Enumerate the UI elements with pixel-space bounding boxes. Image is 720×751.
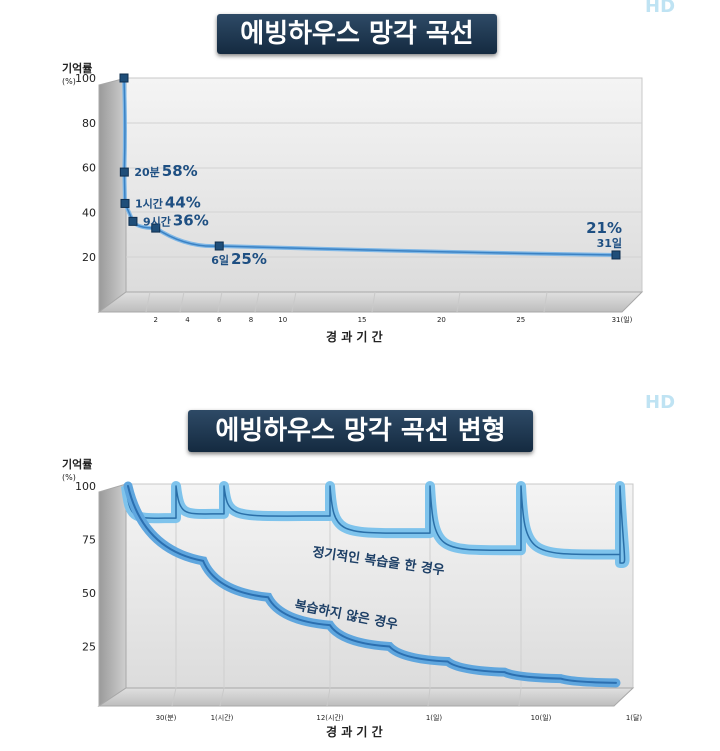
chart1-point-label-small: 6일 xyxy=(211,253,229,267)
chart1-point-label-big: 58% xyxy=(162,162,198,180)
chart1-y-tick: 20 xyxy=(82,251,96,264)
chart1-x-tick: 31(일) xyxy=(612,315,633,324)
chart1-y-tick: 100 xyxy=(75,72,96,85)
chart2-x-tick: 30(분) xyxy=(156,714,177,722)
chart1-gridlines xyxy=(126,122,642,258)
chart1-point-label: 6일 25% xyxy=(211,250,267,268)
chart2-y-tick: 100 xyxy=(75,480,96,493)
chart1-point-label-small: 9시간 xyxy=(143,214,171,228)
chart1-point xyxy=(119,73,129,83)
chart2-review-line xyxy=(125,485,626,564)
chart2-y-tick: 50 xyxy=(82,587,96,600)
chart1-point-label-big: 25% xyxy=(231,250,267,268)
chart1-svg: 기억률 (%) 100 80 60 40 20 2 4 6 8 10 15 20 25 31(일) 경 … xyxy=(62,61,644,344)
chart1-xlabel: 경 과 기 간 xyxy=(326,329,383,344)
chart2-x-tick: 10(일) xyxy=(531,713,552,722)
chart1-x-tick: 20 xyxy=(437,316,446,324)
chart2-ylabel: 기억률 xyxy=(62,457,92,471)
chart1-floor-dividers xyxy=(145,291,548,313)
chart1-y-ticks: 100 80 60 40 20 xyxy=(75,72,96,264)
chart2-y-tick: 75 xyxy=(82,534,96,547)
chart2-x-tick: 12(시간) xyxy=(316,713,344,722)
chart1-point-label-small: 31일 xyxy=(597,236,622,250)
chart2-xlabel: 경 과 기 간 xyxy=(326,724,383,739)
chart1-point-label: 9시간 36% xyxy=(143,211,209,229)
chart1-x-tick: 4 xyxy=(185,316,190,324)
chart2-floor-dividers xyxy=(171,687,522,707)
chart1-x-tick: 6 xyxy=(217,316,222,324)
chart1-yunit: (%) xyxy=(62,77,76,86)
chart2-y-ticks: 100 75 50 25 xyxy=(75,480,96,654)
chart2-side-wall xyxy=(98,483,127,707)
chart1-curve-core xyxy=(123,77,617,256)
chart1-point-label-small: 1시간 xyxy=(135,196,163,210)
chart2-title: 에빙하우스 망각 곡선 변형 xyxy=(188,410,533,452)
chart1-y-tick: 60 xyxy=(82,162,96,175)
chart1-point-label-big: 21% xyxy=(586,219,622,237)
chart2-x-tick: 1(일) xyxy=(426,713,443,722)
chart1-title: 에빙하우스 망각 곡선 xyxy=(217,14,497,54)
chart1-point xyxy=(611,250,621,260)
chart1-point xyxy=(214,241,224,251)
chart1-point-label-big: 44% xyxy=(165,193,201,211)
chart2-floor xyxy=(97,687,635,707)
chart1-x-tick: 15 xyxy=(358,316,367,324)
chart1-point-labels: 20분 58%1시간 44%9시간 36%6일 25%21% 31일 xyxy=(134,162,622,268)
chart1-markers xyxy=(119,73,621,260)
chart1-point-label-small: 20분 xyxy=(134,166,159,179)
chart1-point xyxy=(120,198,130,208)
chart1-x-tick: 10 xyxy=(278,316,287,324)
chart2-x-ticks: 30(분) 1(시간) 12(시간) 1(일) 10(일) 1(달) xyxy=(156,713,643,722)
chart2-yunit: (%) xyxy=(62,473,76,482)
chart1-ylabel: 기억률 xyxy=(62,61,92,75)
chart1-x-tick: 2 xyxy=(154,316,158,324)
chart1-y-tick: 80 xyxy=(82,117,96,130)
chart1-x-tick: 8 xyxy=(249,316,253,324)
chart2-y-tick: 25 xyxy=(82,641,96,654)
chart1-y-tick: 40 xyxy=(82,206,96,219)
chart1-point-label: 1시간 44% xyxy=(135,193,201,211)
chart1-point-label-big: 36% xyxy=(173,211,209,229)
chart1-point xyxy=(119,167,129,177)
chart1-x-tick: 25 xyxy=(516,316,525,324)
chart1-x-ticks: 2 4 6 8 10 15 20 25 31(일) xyxy=(154,315,633,324)
chart1-point xyxy=(128,216,138,226)
chart1-point-label: 21% 31일 xyxy=(586,219,622,250)
chart2-x-tick: 1(시간) xyxy=(211,713,234,722)
chart2-hd-badge: HD xyxy=(645,392,676,413)
chart1-floor xyxy=(97,291,644,313)
chart2-decay-line xyxy=(127,485,617,684)
chart1-point xyxy=(151,223,161,233)
chart1-point-label: 20분 58% xyxy=(134,162,197,180)
chart1-hd-badge: HD xyxy=(645,0,676,17)
chart2-x-tick: 1(달) xyxy=(626,714,643,722)
